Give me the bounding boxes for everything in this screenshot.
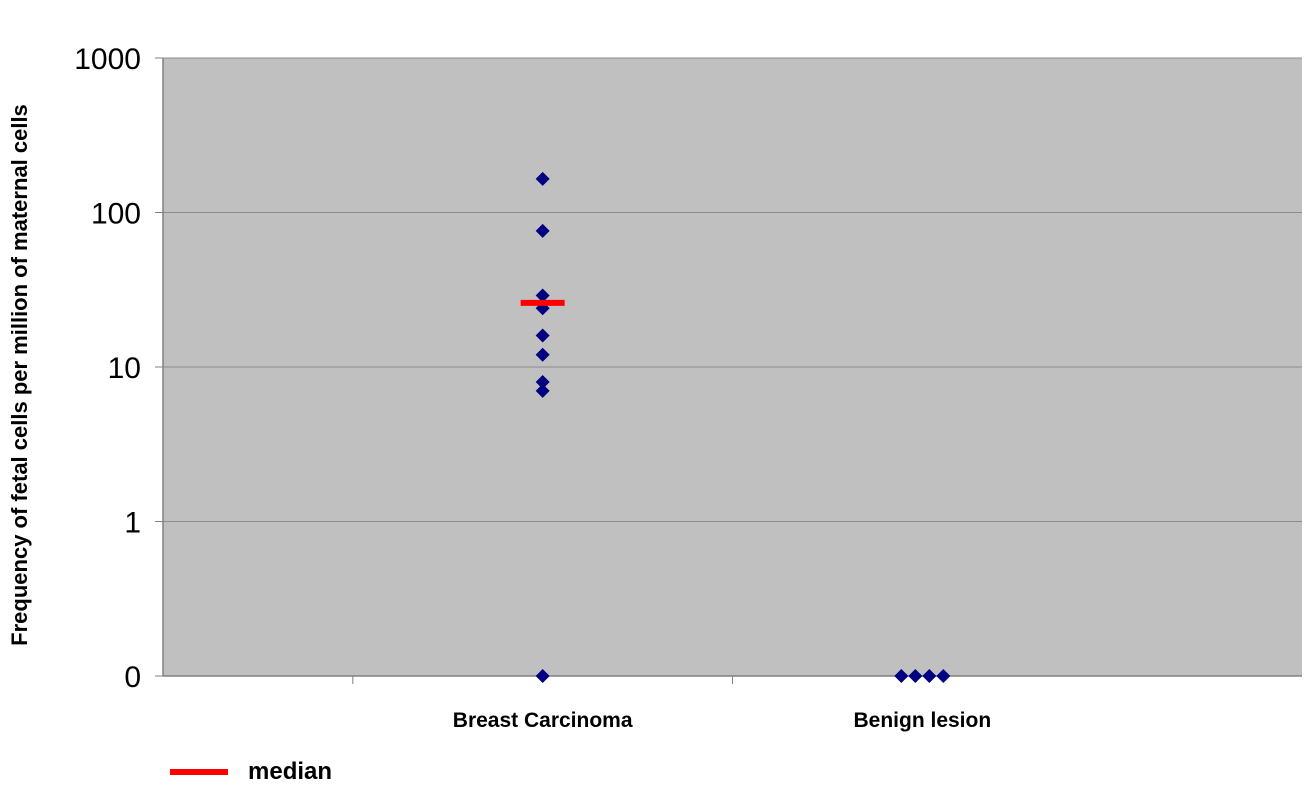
data-point [535, 288, 550, 303]
data-point [936, 669, 951, 683]
gridlines [155, 57, 1302, 677]
legend-median-swatch [170, 769, 228, 775]
legend: median [170, 758, 332, 786]
data-point [535, 328, 550, 343]
legend-median-label: median [248, 758, 333, 785]
y-tick-labels: 0 1 10 100 1000 [74, 43, 141, 694]
data-point [535, 374, 550, 389]
y-tick-label: 0 [124, 661, 141, 694]
data-point [908, 669, 923, 683]
y-tick-label: 10 [108, 352, 141, 385]
axes [162, 58, 1302, 684]
y-axis-label: Frequency of fetal cells per million of … [7, 104, 32, 646]
data-point [894, 669, 909, 683]
data-point [535, 171, 550, 186]
x-category-label: Benign lesion [853, 709, 991, 732]
x-category-label: Breast Carcinoma [453, 709, 633, 732]
y-tick-label: 1000 [74, 43, 141, 76]
y-tick-label: 100 [91, 198, 141, 231]
data-point [535, 223, 550, 238]
x-category-labels: Breast Carcinoma Benign lesion [453, 709, 991, 732]
data-point [535, 383, 550, 398]
data-point [922, 669, 937, 683]
data-point [535, 347, 550, 362]
y-tick-label: 1 [124, 507, 141, 540]
data-point [535, 669, 550, 683]
